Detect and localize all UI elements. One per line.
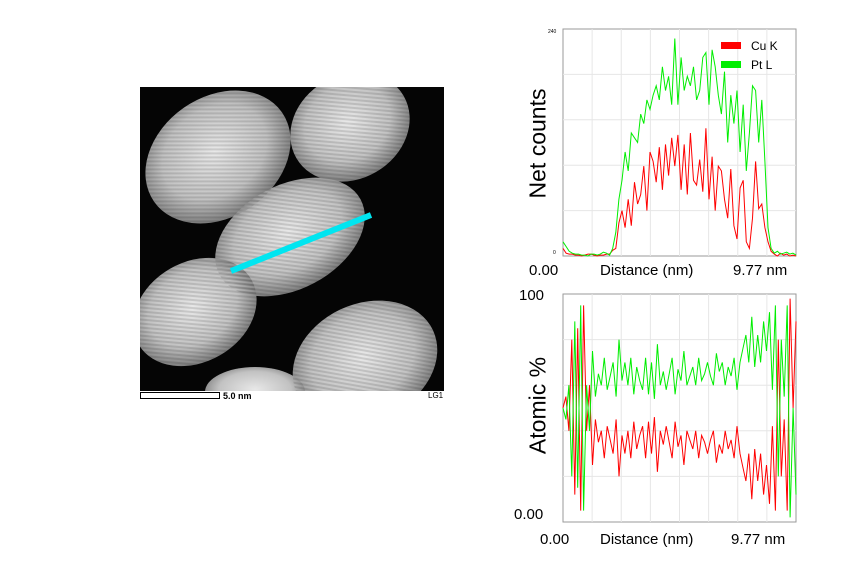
chart2-y-axis-label: Atomic % (524, 356, 551, 455)
chart1-y-bottom-tick: 0 (553, 250, 556, 256)
chart1-y-axis-label: Net counts (524, 88, 551, 199)
legend-label-cu-k: Cu K (751, 39, 778, 53)
legend-label-pt-l: Pt L (751, 58, 773, 72)
net-counts-chart: Cu K Pt L (562, 28, 797, 257)
chart1-x-end-label: 9.77 nm (733, 262, 788, 279)
atomic-percent-chart (562, 293, 797, 523)
chart2-x-start-label: 0.00 (540, 531, 570, 548)
legend-swatch-cu-k (721, 42, 741, 49)
chart2-y-top-tick: 100 (519, 287, 545, 304)
scale-bar-label: 5.0 nm (223, 391, 252, 401)
nanoparticles (140, 87, 438, 391)
detector-label: LG1 (428, 391, 444, 400)
legend-swatch-pt-l (721, 61, 741, 68)
series-line-cu-k (562, 128, 797, 257)
chart1-x-start-label: 0.00 (529, 262, 559, 279)
stem-image (140, 87, 444, 391)
linescan-path[interactable] (229, 212, 373, 274)
series-line-cu-k (562, 298, 797, 511)
series-line-pt-l (562, 38, 797, 257)
series-line-pt-l (562, 305, 797, 518)
chart2-x-end-label: 9.77 nm (731, 531, 786, 548)
chart1-y-top-tick: 240 (548, 29, 557, 35)
chart1-x-axis-label: Distance (nm) (600, 262, 694, 279)
chart2-y-bottom-tick: 0.00 (514, 506, 544, 523)
scale-bar (140, 392, 220, 399)
chart2-x-axis-label: Distance (nm) (600, 531, 694, 548)
